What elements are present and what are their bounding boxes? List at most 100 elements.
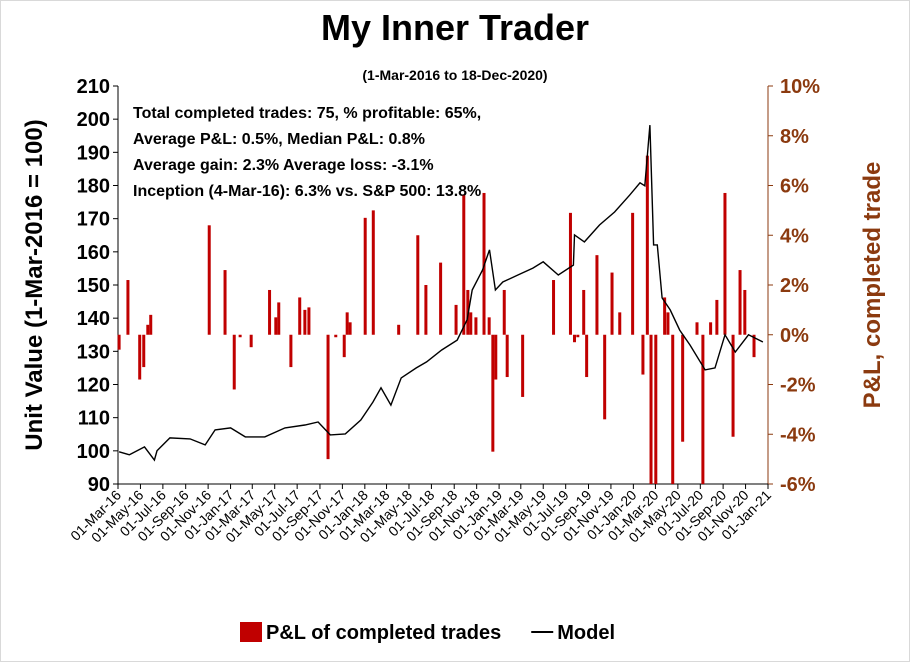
- bar: [345, 312, 349, 335]
- y2-tick-label: 2%: [780, 275, 809, 297]
- bar: [618, 312, 622, 335]
- bar: [568, 212, 572, 335]
- bar: [303, 309, 307, 335]
- bar: [371, 210, 375, 335]
- y2-tick-label: 0%: [780, 325, 809, 347]
- bar: [462, 195, 466, 335]
- legend-label: Model: [557, 622, 615, 644]
- bar: [715, 299, 719, 335]
- bar: [671, 334, 675, 484]
- bar: [424, 285, 428, 335]
- bar: [505, 334, 509, 378]
- y2-tick-label: 6%: [780, 176, 809, 198]
- bar: [268, 289, 272, 335]
- chart-subtitle: (1-Mar-2016 to 18-Dec-2020): [362, 67, 547, 83]
- bar: [117, 334, 121, 350]
- bar: [307, 307, 311, 335]
- bar: [743, 289, 747, 335]
- bar: [595, 255, 599, 335]
- bar: [585, 334, 589, 378]
- annotation: Average P&L: 0.5%, Median P&L: 0.8%: [133, 131, 425, 148]
- line: [118, 125, 764, 462]
- bar: [610, 272, 614, 335]
- bar: [502, 289, 506, 335]
- y-tick-label: 100: [77, 441, 110, 463]
- y-tick-label: 140: [77, 308, 110, 330]
- bar: [649, 334, 653, 484]
- bar: [738, 270, 742, 335]
- y-tick-label: 180: [77, 176, 110, 198]
- bar: [701, 334, 705, 484]
- bar: [573, 334, 577, 343]
- bar: [342, 334, 346, 358]
- bar: [645, 155, 649, 335]
- bar: [469, 312, 473, 335]
- bar: [238, 334, 242, 338]
- annotation: Inception (4-Mar-16): 6.3% vs. S&P 500: …: [133, 183, 481, 200]
- bar: [494, 334, 498, 380]
- bar: [576, 334, 580, 338]
- bar: [454, 304, 458, 335]
- y2-tick-label: -2%: [780, 375, 816, 397]
- y-tick-label: 120: [77, 375, 110, 397]
- bar: [663, 297, 667, 335]
- bar: [289, 334, 293, 368]
- legend-swatch: [240, 622, 262, 642]
- y2-tick-label: -4%: [780, 424, 816, 446]
- y2-tick-label: 10%: [780, 76, 820, 98]
- bar: [223, 270, 227, 335]
- bar: [149, 314, 153, 335]
- bar: [521, 334, 525, 397]
- y-tick-label: 170: [77, 209, 110, 231]
- bar: [334, 334, 338, 338]
- bar: [146, 324, 150, 335]
- bar: [709, 322, 713, 335]
- bar: [397, 324, 401, 335]
- y2-tick-label: 4%: [780, 225, 809, 247]
- y-tick-label: 90: [88, 474, 110, 496]
- bar: [552, 280, 556, 335]
- bar: [666, 312, 670, 335]
- y-tick-label: 130: [77, 341, 110, 363]
- bar: [326, 334, 330, 460]
- bar: [491, 334, 495, 452]
- bar: [274, 317, 278, 335]
- legend-label: P&L of completed trades: [266, 622, 501, 644]
- bar: [277, 302, 281, 335]
- bar: [348, 322, 352, 335]
- bar: [232, 334, 236, 390]
- bar: [416, 235, 420, 335]
- bar: [439, 262, 443, 335]
- bar: [142, 334, 146, 368]
- bar: [723, 192, 727, 335]
- bar: [731, 334, 735, 437]
- y-tick-label: 210: [77, 76, 110, 98]
- bar: [249, 334, 253, 348]
- bar: [641, 334, 645, 375]
- y-tick-label: 160: [77, 242, 110, 264]
- bar: [126, 280, 130, 335]
- bar: [752, 334, 756, 358]
- annotation: Total completed trades: 75, % profitable…: [133, 105, 481, 122]
- bar: [681, 334, 685, 442]
- annotation: Average gain: 2.3% Average loss: -3.1%: [133, 157, 434, 174]
- chart-title: My Inner Trader: [321, 7, 589, 48]
- bar: [474, 317, 478, 335]
- y-tick-label: 190: [77, 142, 110, 164]
- y2-tick-label: -6%: [780, 474, 816, 496]
- y2-tick-label: 8%: [780, 126, 809, 148]
- y-tick-label: 110: [78, 408, 110, 430]
- y-axis-label: Unit Value (1-Mar-2016 = 100): [21, 119, 48, 450]
- bar: [695, 322, 699, 335]
- bar: [298, 297, 302, 335]
- y-tick-label: 200: [77, 109, 110, 131]
- bar: [631, 212, 635, 335]
- bar: [603, 334, 607, 420]
- y2-axis-label: P&L, completed trade: [859, 162, 886, 409]
- y-tick-label: 150: [77, 275, 110, 297]
- bar: [582, 289, 586, 335]
- bar: [138, 334, 142, 380]
- bar: [487, 317, 491, 335]
- bar: [654, 334, 658, 484]
